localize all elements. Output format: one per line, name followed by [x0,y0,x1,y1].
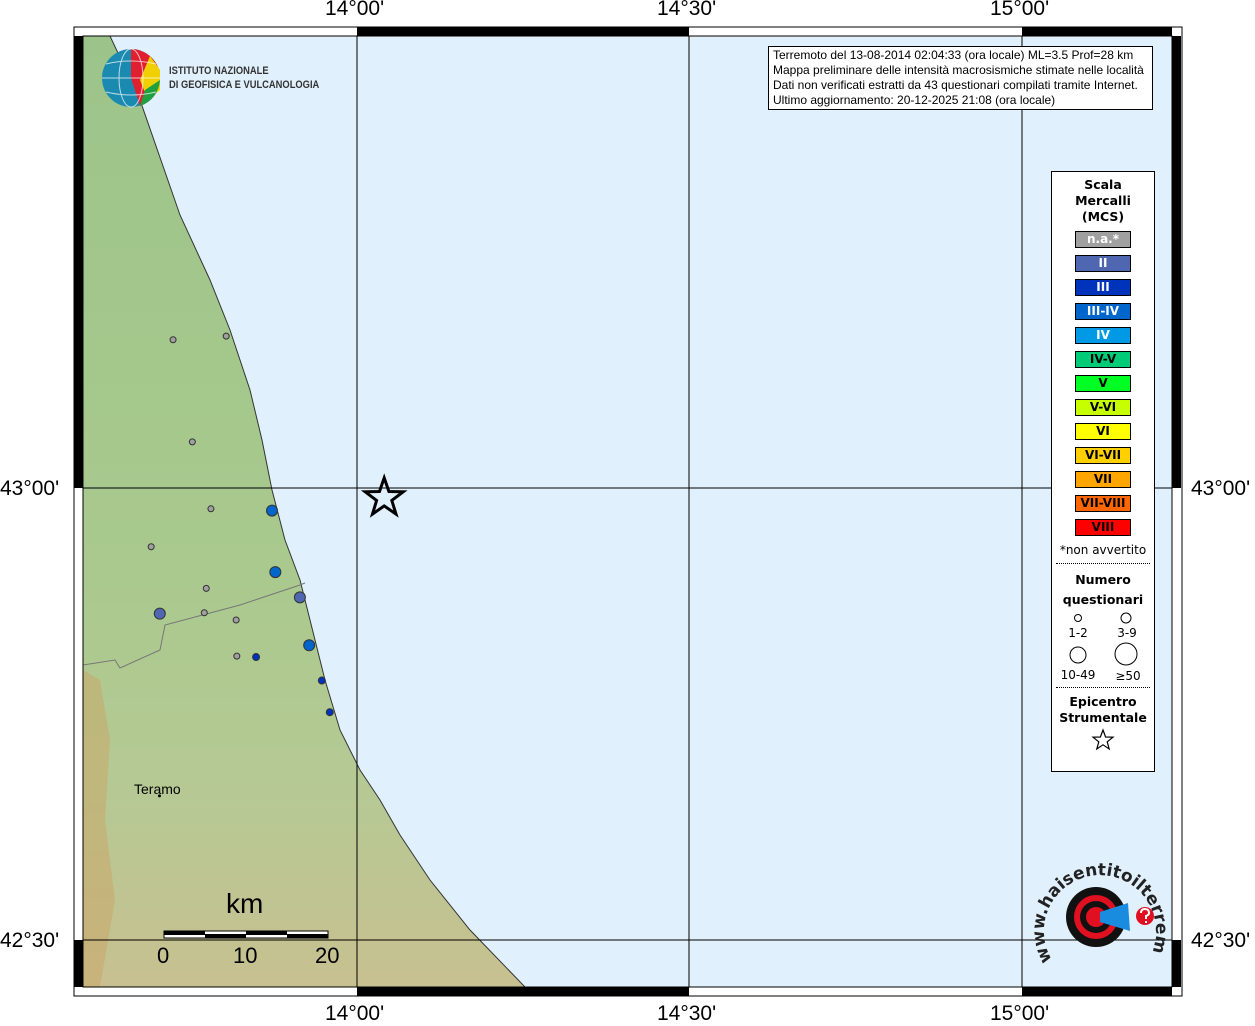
intensity-point[interactable] [153,607,166,620]
info-line: Dati non verificati estratti da 43 quest… [773,78,1138,92]
legend-swatch: V-VI [1075,399,1131,416]
star-icon [1091,728,1115,751]
intensity-point[interactable] [169,336,177,344]
legend-swatch: II [1075,255,1131,272]
lon-tick-top: 14°00' [325,0,385,20]
ingv-logo-text: ISTITUTO NAZIONALE DI GEOFISICA E VULCAN… [169,64,319,92]
scale-label: 0 [157,943,170,968]
legend-swatch: VIII [1075,519,1131,536]
legend-swatch: VI [1075,423,1131,440]
legend-swatch: VI-VII [1075,447,1131,464]
lon-tick-bottom: 14°00' [325,1002,385,1025]
legend-swatch: VII [1075,471,1131,488]
graticule [83,36,1172,987]
ingv-line2: DI GEOFISICA E VULCANOLOGIA [169,79,320,91]
intensity-point[interactable] [303,639,316,652]
svg-text:10-49: 10-49 [1061,668,1096,682]
intensity-point[interactable] [207,505,215,513]
intensity-point[interactable] [269,566,282,579]
intensity-point[interactable] [188,438,196,446]
lon-tick-bottom: 14°30' [657,1002,717,1025]
ingv-line1: ISTITUTO NAZIONALE [169,65,269,77]
intensity-point[interactable] [325,708,334,717]
map-frame [73,26,1183,997]
legend-swatch: n.a.* [1075,231,1131,248]
scale-bar [163,930,329,939]
intensity-point[interactable] [317,676,326,685]
legend-title: Scala Mercalli (MCS) [1075,177,1131,224]
intensity-point[interactable] [147,543,155,551]
info-line: Ultimo aggiornamento: 20-12-2025 21:08 (… [773,93,1056,107]
intensity-point[interactable] [266,504,279,517]
lon-tick-bottom: 15°00' [990,1002,1050,1025]
svg-text:≥50: ≥50 [1115,669,1140,682]
mountains [83,670,115,987]
question-badge-icon [1136,907,1154,925]
ingv-globe-logo [102,48,161,108]
count-title: Numero questionari [1062,572,1144,607]
lat-tick-right: 43°00' [1191,477,1251,500]
place-marker [157,794,161,798]
svg-text:3-9: 3-9 [1117,626,1137,640]
intensity-points [147,332,334,717]
info-line: Mappa preliminare delle intensità macros… [773,63,1144,77]
info-line: Terremoto del 13-08-2014 02:04:33 (ora l… [773,48,1134,62]
epicenter-title: Epicentro Strumentale [1059,694,1147,725]
scale-label: 20 [315,943,340,968]
legend-swatch: IV [1075,327,1131,344]
lat-tick-right: 42°30' [1191,929,1251,952]
intensity-point[interactable] [202,584,210,592]
legend-swatch: VII-VIII [1075,495,1131,512]
scale-unit: km [226,888,264,919]
region-border [83,582,306,669]
lon-tick-top: 14°30' [657,0,717,20]
svg-text:1-2: 1-2 [1068,626,1088,640]
legend-swatch: III [1075,279,1131,296]
size-legend: 1-2 3-9 10-49 ≥50 [1061,612,1141,683]
intensity-point[interactable] [293,591,306,604]
legend: Scala Mercalli (MCS) n.a.* II III III-IV IV IV-… [1051,171,1155,772]
scale-label: 10 [233,943,258,968]
epicenter-star-icon [360,473,408,518]
place-label-teramo: Teramo [134,781,181,797]
intensity-point[interactable] [252,653,261,662]
lon-tick-top: 15°00' [990,0,1050,20]
legend-swatch: V [1075,375,1131,392]
intensity-point[interactable] [200,609,208,617]
lat-tick-left: 43°00' [0,477,60,500]
intensity-point[interactable] [222,332,230,340]
legend-swatch: III-IV [1075,303,1131,320]
legend-swatch: IV-V [1075,351,1131,368]
event-info-box: Terremoto del 13-08-2014 02:04:33 (ora l… [768,46,1153,110]
legend-note: *non avvertito [1059,543,1147,557]
intensity-point[interactable] [232,616,240,624]
intensity-point[interactable] [233,652,241,660]
lat-tick-left: 42°30' [0,929,60,952]
